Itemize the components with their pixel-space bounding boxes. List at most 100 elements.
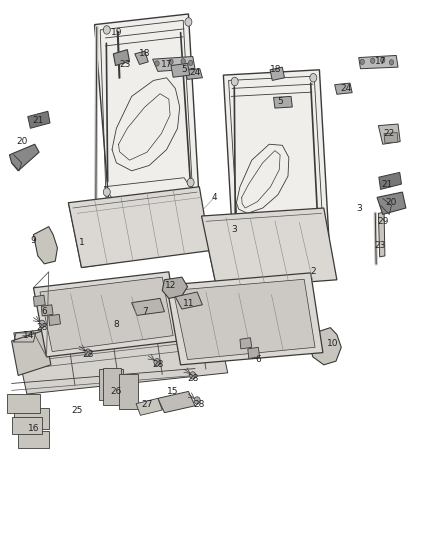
Polygon shape bbox=[240, 338, 252, 349]
Polygon shape bbox=[359, 55, 398, 69]
Text: 25: 25 bbox=[71, 406, 83, 415]
Polygon shape bbox=[95, 14, 199, 216]
Circle shape bbox=[371, 58, 375, 63]
Text: 4: 4 bbox=[212, 193, 217, 202]
Polygon shape bbox=[377, 192, 406, 214]
Text: 15: 15 bbox=[167, 387, 179, 396]
Text: 28: 28 bbox=[194, 400, 205, 409]
Polygon shape bbox=[335, 83, 352, 94]
Polygon shape bbox=[103, 368, 121, 405]
Polygon shape bbox=[158, 391, 195, 413]
Text: 22: 22 bbox=[384, 129, 395, 138]
Polygon shape bbox=[119, 374, 138, 409]
Polygon shape bbox=[99, 368, 123, 400]
Circle shape bbox=[194, 397, 200, 404]
Text: 11: 11 bbox=[183, 299, 194, 308]
Text: 20: 20 bbox=[386, 198, 397, 207]
Polygon shape bbox=[7, 394, 40, 413]
Polygon shape bbox=[379, 172, 402, 189]
Text: 29: 29 bbox=[377, 217, 389, 226]
Circle shape bbox=[360, 59, 364, 64]
Polygon shape bbox=[135, 51, 148, 64]
Circle shape bbox=[154, 359, 160, 366]
Circle shape bbox=[190, 372, 196, 379]
Text: 18: 18 bbox=[139, 50, 151, 58]
Circle shape bbox=[155, 61, 159, 66]
Polygon shape bbox=[28, 111, 50, 128]
Polygon shape bbox=[10, 144, 39, 171]
Text: 18: 18 bbox=[270, 66, 282, 74]
Circle shape bbox=[389, 60, 394, 65]
Text: 19: 19 bbox=[111, 28, 122, 37]
Polygon shape bbox=[173, 279, 315, 360]
Circle shape bbox=[185, 18, 192, 26]
Text: 16: 16 bbox=[28, 424, 39, 433]
Text: 10: 10 bbox=[327, 339, 338, 348]
Text: 5: 5 bbox=[277, 97, 283, 106]
Polygon shape bbox=[33, 295, 45, 306]
Circle shape bbox=[310, 74, 317, 82]
Polygon shape bbox=[384, 133, 398, 143]
Text: 23: 23 bbox=[120, 60, 131, 69]
Polygon shape bbox=[306, 328, 341, 365]
Polygon shape bbox=[166, 273, 323, 365]
Text: 8: 8 bbox=[113, 320, 119, 329]
Text: 3: 3 bbox=[231, 225, 237, 234]
Text: 21: 21 bbox=[32, 116, 43, 125]
Text: 3: 3 bbox=[356, 204, 362, 213]
Text: 17: 17 bbox=[375, 58, 386, 66]
Polygon shape bbox=[184, 69, 202, 79]
Text: 14: 14 bbox=[23, 331, 35, 340]
Text: 6: 6 bbox=[255, 355, 261, 364]
Text: 28: 28 bbox=[36, 323, 48, 332]
Circle shape bbox=[103, 26, 110, 34]
Polygon shape bbox=[378, 124, 400, 144]
Polygon shape bbox=[171, 63, 190, 77]
Polygon shape bbox=[136, 398, 162, 415]
Polygon shape bbox=[14, 408, 49, 429]
Text: 5: 5 bbox=[181, 66, 187, 74]
Circle shape bbox=[103, 188, 110, 196]
Polygon shape bbox=[33, 227, 57, 264]
Text: 6: 6 bbox=[42, 307, 47, 316]
Circle shape bbox=[188, 60, 193, 66]
Polygon shape bbox=[113, 50, 130, 66]
Text: 28: 28 bbox=[187, 374, 198, 383]
Text: 20: 20 bbox=[17, 137, 28, 146]
Text: 26: 26 bbox=[111, 387, 122, 396]
Polygon shape bbox=[248, 348, 260, 359]
Text: 21: 21 bbox=[381, 180, 393, 189]
Polygon shape bbox=[152, 56, 195, 71]
Polygon shape bbox=[41, 305, 53, 316]
Polygon shape bbox=[18, 431, 49, 448]
Polygon shape bbox=[12, 417, 42, 434]
Circle shape bbox=[169, 59, 173, 64]
Polygon shape bbox=[201, 208, 337, 289]
Circle shape bbox=[39, 320, 45, 328]
Polygon shape bbox=[14, 312, 228, 394]
Polygon shape bbox=[49, 314, 60, 326]
Text: 9: 9 bbox=[31, 237, 36, 246]
Text: 24: 24 bbox=[189, 68, 201, 77]
Polygon shape bbox=[223, 70, 330, 269]
Polygon shape bbox=[12, 330, 51, 375]
Polygon shape bbox=[40, 277, 173, 352]
Circle shape bbox=[85, 349, 91, 357]
Text: 23: 23 bbox=[375, 241, 386, 250]
Text: 28: 28 bbox=[82, 350, 94, 359]
Polygon shape bbox=[175, 292, 202, 309]
Polygon shape bbox=[274, 96, 292, 108]
Circle shape bbox=[181, 59, 185, 64]
Polygon shape bbox=[378, 212, 385, 257]
Polygon shape bbox=[270, 67, 285, 80]
Text: 2: 2 bbox=[310, 268, 316, 276]
Text: 12: 12 bbox=[165, 280, 177, 289]
Circle shape bbox=[187, 178, 194, 187]
Polygon shape bbox=[162, 277, 187, 298]
Text: 24: 24 bbox=[340, 84, 351, 93]
Text: 27: 27 bbox=[141, 400, 153, 409]
Circle shape bbox=[231, 77, 238, 86]
Circle shape bbox=[315, 247, 322, 256]
Text: 28: 28 bbox=[152, 360, 163, 369]
Text: 17: 17 bbox=[161, 60, 173, 69]
